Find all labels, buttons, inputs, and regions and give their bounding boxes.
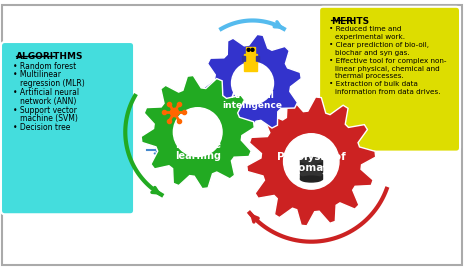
Circle shape xyxy=(231,62,273,104)
Circle shape xyxy=(173,108,222,156)
Text: Pyrolysis of
biomass: Pyrolysis of biomass xyxy=(277,152,346,173)
Text: information from data drives.: information from data drives. xyxy=(335,89,440,95)
Text: • Decision tree: • Decision tree xyxy=(13,123,70,132)
Bar xyxy=(301,174,322,179)
Text: • Support vector: • Support vector xyxy=(13,106,77,115)
Polygon shape xyxy=(141,76,255,189)
Ellipse shape xyxy=(301,171,322,177)
Text: biochar and syn gas.: biochar and syn gas. xyxy=(335,50,410,56)
Text: • Artificial neural: • Artificial neural xyxy=(13,88,79,97)
Text: • Reduced time and: • Reduced time and xyxy=(329,26,401,32)
FancyBboxPatch shape xyxy=(319,7,460,152)
Polygon shape xyxy=(204,34,301,132)
Ellipse shape xyxy=(301,176,322,182)
Text: linear physical, chemical and: linear physical, chemical and xyxy=(335,66,439,72)
Text: ALGORITHMS: ALGORITHMS xyxy=(16,52,83,61)
Text: machine (SVM): machine (SVM) xyxy=(19,114,77,123)
Ellipse shape xyxy=(301,157,322,163)
Text: experimental work.: experimental work. xyxy=(335,34,405,40)
Bar xyxy=(256,56,259,60)
Polygon shape xyxy=(247,97,376,226)
Bar xyxy=(242,56,245,60)
Text: regression (MLR): regression (MLR) xyxy=(19,79,84,88)
Circle shape xyxy=(283,134,339,189)
Text: • Clear prediction of bio-oil,: • Clear prediction of bio-oil, xyxy=(329,42,429,48)
Text: thermal processes.: thermal processes. xyxy=(335,73,403,79)
Text: • Extraction of bulk data: • Extraction of bulk data xyxy=(329,81,418,87)
Text: • Multilinear: • Multilinear xyxy=(13,70,61,79)
Text: network (ANN): network (ANN) xyxy=(19,97,76,106)
Bar xyxy=(244,62,257,71)
Text: Machine
learning: Machine learning xyxy=(175,140,221,161)
Text: MERITS: MERITS xyxy=(331,16,369,26)
Bar xyxy=(246,47,255,54)
Circle shape xyxy=(251,48,254,51)
Text: • Random forest: • Random forest xyxy=(13,62,76,70)
Circle shape xyxy=(247,48,250,51)
Text: • Effective tool for complex non-: • Effective tool for complex non- xyxy=(329,58,447,64)
Ellipse shape xyxy=(301,164,322,170)
Bar xyxy=(244,54,257,62)
Bar xyxy=(301,167,322,172)
Bar xyxy=(301,160,322,165)
Text: Artificial
intelligence: Artificial intelligence xyxy=(222,91,283,110)
FancyBboxPatch shape xyxy=(2,5,462,265)
FancyBboxPatch shape xyxy=(1,42,134,214)
